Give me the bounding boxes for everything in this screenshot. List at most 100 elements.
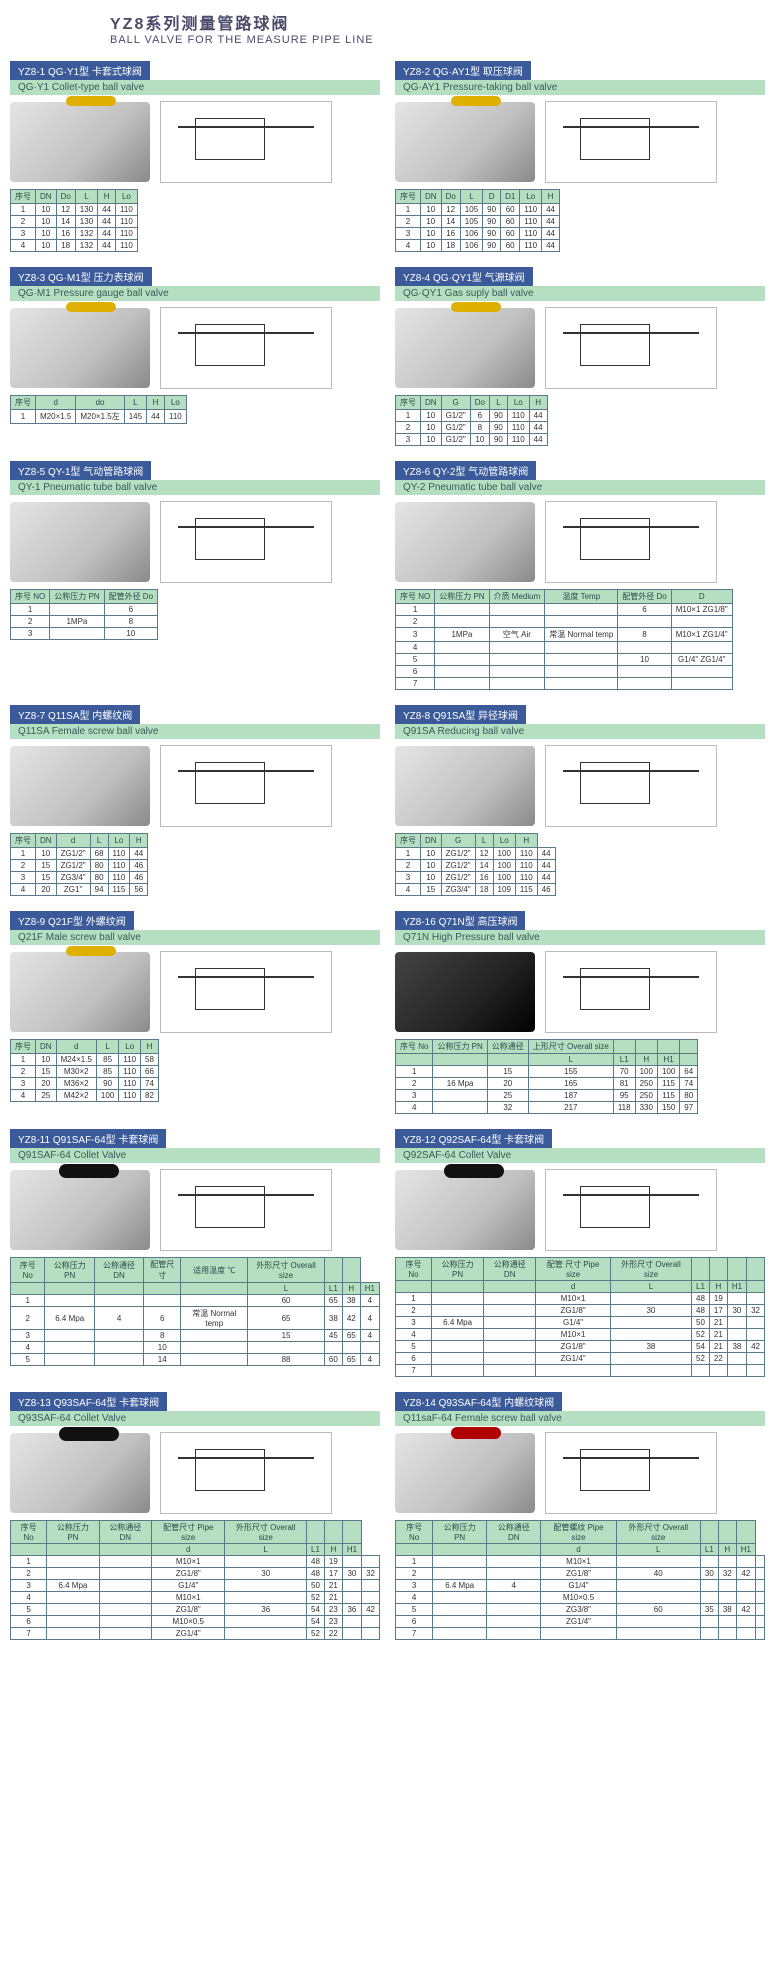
product-photo [395, 1433, 535, 1513]
spec-cell: 115 [657, 1078, 679, 1090]
spec-cell: G1/2" [441, 434, 470, 446]
spec-subheader [432, 1281, 484, 1293]
spec-cell [755, 1604, 764, 1616]
spec-cell: 30 [727, 1305, 746, 1317]
spec-cell: 12 [441, 204, 460, 216]
spec-header: 序号 [11, 190, 36, 204]
spec-cell: M24×1.5 [56, 1054, 96, 1066]
spec-header: Lo [164, 396, 186, 410]
spec-cell: 65 [248, 1307, 325, 1330]
spec-cell [536, 1365, 611, 1377]
spec-header: Do [441, 190, 460, 204]
spec-subheader: L1 [324, 1283, 342, 1295]
spec-cell: 90 [96, 1078, 118, 1090]
product-cell: YZ8-2 QG·AY1型 取压球阀QG·AY1 Pressure-taking… [395, 61, 765, 252]
product-photo [395, 1170, 535, 1250]
spec-cell: 8 [618, 628, 671, 642]
spec-header: 公称通径 DN [484, 1258, 536, 1281]
spec-cell: 21 [709, 1341, 727, 1353]
spec-cell [435, 654, 489, 666]
spec-cell: 54 [307, 1604, 325, 1616]
spec-cell: 14 [441, 216, 460, 228]
spec-cell [755, 1580, 764, 1592]
spec-cell: 6 [104, 604, 157, 616]
spec-table: 序号 No公称压力 PN公称通径 DN配管螺纹 Pipe size外形尺寸 Ov… [395, 1520, 765, 1640]
spec-cell: 80 [90, 872, 108, 884]
spec-cell: 90 [483, 204, 501, 216]
spec-header: d [36, 396, 76, 410]
spec-cell: 38 [727, 1341, 746, 1353]
spec-cell: M42×2 [56, 1090, 96, 1102]
spec-cell [727, 1317, 746, 1329]
spec-cell [610, 1317, 691, 1329]
spec-cell: 44 [98, 204, 116, 216]
spec-header: 序号 NO [11, 590, 50, 604]
spec-cell [487, 1604, 541, 1616]
spec-header: 配管尺寸 [144, 1258, 181, 1283]
spec-cell [671, 666, 732, 678]
spec-cell [47, 1556, 99, 1568]
spec-header: D [483, 190, 501, 204]
technical-drawing [160, 1169, 332, 1251]
spec-header: 序号 [396, 834, 421, 848]
product-photo [10, 952, 150, 1032]
spec-cell: ZG3/4" [56, 872, 90, 884]
spec-cell: 187 [528, 1090, 613, 1102]
spec-cell: 145 [124, 410, 146, 424]
spec-cell: 1 [396, 204, 421, 216]
spec-cell: G1/4" [541, 1580, 616, 1592]
spec-cell [727, 1365, 746, 1377]
spec-cell: 90 [489, 422, 507, 434]
technical-drawing [160, 1432, 332, 1514]
spec-cell: ZG1/8" [152, 1604, 225, 1616]
spec-cell [181, 1295, 248, 1307]
spec-cell [248, 1342, 325, 1354]
product-photo [395, 746, 535, 826]
spec-cell: 81 [613, 1078, 635, 1090]
spec-cell [618, 642, 671, 654]
spec-subheader [680, 1054, 698, 1066]
spec-cell: ZG1" [56, 884, 90, 896]
spec-cell: 25 [36, 1090, 57, 1102]
spec-cell: 100 [96, 1090, 118, 1102]
spec-cell: 44 [537, 872, 555, 884]
spec-cell [692, 1365, 710, 1377]
spec-cell: 16 Mpa [433, 1078, 487, 1090]
spec-cell [671, 616, 732, 628]
technical-drawing [545, 1169, 717, 1251]
spec-cell [47, 1568, 99, 1580]
spec-cell [435, 642, 489, 654]
spec-header [635, 1040, 657, 1054]
spec-header: 公称压力 PN [50, 590, 104, 604]
spec-cell: 17 [324, 1568, 342, 1580]
spec-header: L [489, 396, 507, 410]
spec-cell: 4 [11, 884, 36, 896]
technical-drawing [160, 307, 332, 389]
spec-cell: 3 [396, 1317, 432, 1329]
spec-cell [47, 1628, 99, 1640]
spec-cell: 36 [342, 1604, 361, 1616]
spec-table: 序号 No公称压力 PN公称通径 DN配管尺寸 Pipe size外形尺寸 Ov… [10, 1520, 380, 1640]
technical-drawing [545, 951, 717, 1033]
spec-cell: 10 [421, 216, 442, 228]
spec-cell [324, 1342, 342, 1354]
subtitle-bar: Q71N High Pressure ball valve [395, 930, 765, 945]
spec-cell: 60 [501, 204, 520, 216]
spec-cell: 2 [11, 616, 50, 628]
spec-table: 序号 NO公称压力 PN介质 Medium温度 Temp配管外径 DoD16M1… [395, 589, 733, 690]
spec-cell: 6 [396, 666, 435, 678]
spec-subheader [144, 1283, 181, 1295]
spec-cell [718, 1556, 736, 1568]
spec-cell [541, 1628, 616, 1640]
spec-cell: 110 [520, 228, 542, 240]
spec-cell: 64 [680, 1066, 698, 1078]
spec-header: DN [421, 190, 442, 204]
spec-cell [435, 666, 489, 678]
spec-cell [618, 616, 671, 628]
spec-cell: 5 [396, 1604, 433, 1616]
spec-cell: M10×0.5 [152, 1616, 225, 1628]
spec-cell: ZG1/2" [56, 848, 90, 860]
spec-header: 外形尺寸 Overall size [616, 1521, 700, 1544]
spec-header: H [141, 1040, 159, 1054]
spec-table: 序号DNGDoLLoH110G1/2"69011044210G1/2"89011… [395, 395, 548, 446]
